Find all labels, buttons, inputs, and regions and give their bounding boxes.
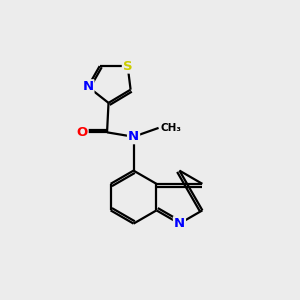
Text: CH₃: CH₃: [160, 123, 181, 133]
Text: O: O: [76, 126, 88, 139]
Text: N: N: [174, 217, 185, 230]
Text: N: N: [128, 130, 139, 143]
Text: S: S: [123, 60, 133, 73]
Text: N: N: [82, 80, 94, 93]
